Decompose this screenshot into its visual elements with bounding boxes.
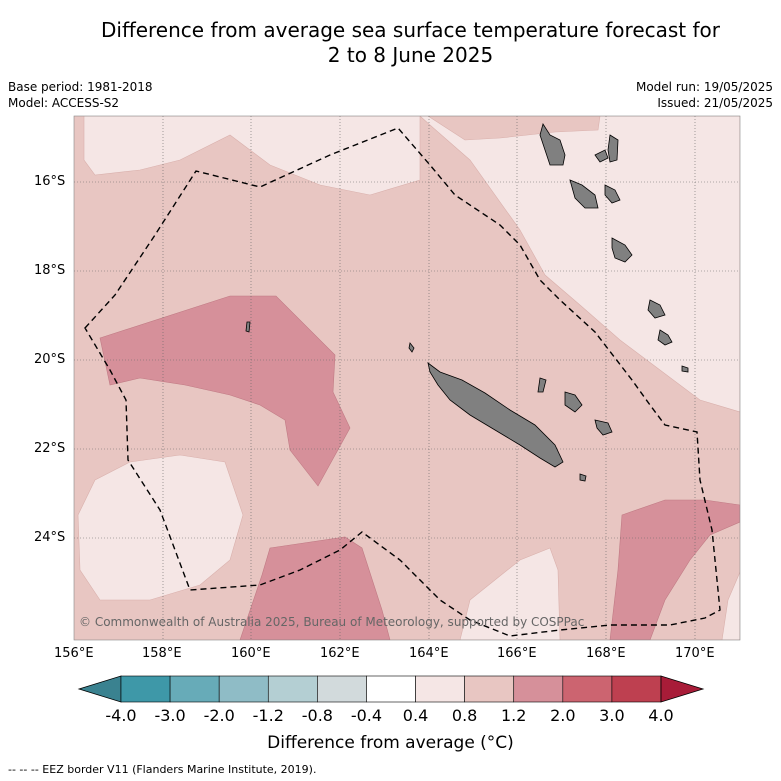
chesterfield — [245, 321, 251, 333]
loyalty-lifou — [564, 391, 583, 413]
colorbar-tick-label: 2.0 — [550, 706, 576, 725]
colorbar-tick-label: -3.0 — [154, 706, 186, 725]
lon-label-164e: 164°E — [409, 646, 449, 661]
colorbar-segment — [562, 675, 613, 703]
title-line-1: Difference from average sea surface temp… — [100, 18, 720, 42]
lon-label-166e: 166°E — [497, 646, 537, 661]
lon-label-168e: 168°E — [586, 646, 626, 661]
loyalty-mare — [594, 419, 613, 436]
lat-label-16s: 16°S — [34, 174, 66, 189]
colorbar — [77, 675, 705, 703]
colorbar-tick-label: -0.8 — [301, 706, 333, 725]
belep — [408, 342, 415, 353]
vanuatu-tanna — [657, 329, 673, 346]
eez-legend: -- -- -- EEZ border V11 (Flanders Marine… — [8, 763, 317, 776]
anomaly-region-northeast-medium — [427, 116, 601, 141]
vanuatu-maewo — [607, 134, 619, 163]
anomaly-region-south-warm — [239, 536, 391, 640]
anomaly-region-northwest-light — [83, 116, 421, 196]
vanuatu-aneityum — [681, 365, 689, 373]
colorbar-tick-label: -2.0 — [203, 706, 235, 725]
colorbar-tick-label: 0.8 — [451, 706, 478, 725]
vanuatu-santo — [539, 123, 566, 166]
base-period: Base period: 1981-2018 — [8, 80, 153, 94]
lat-label-20s: 20°S — [34, 352, 66, 367]
new-caledonia — [427, 362, 564, 468]
colorbar-under-arrow — [77, 675, 122, 703]
model-info: Base period: 1981-2018 Model: ACCESS-S2 — [8, 79, 153, 111]
model-name: Model: ACCESS-S2 — [8, 96, 120, 110]
eez-border — [84, 127, 721, 637]
colorbar-over-arrow — [660, 675, 705, 703]
isle-of-pines — [579, 473, 587, 482]
colorbar-tick-label: -1.2 — [252, 706, 284, 725]
colorbar-segment — [120, 675, 171, 703]
colorbar-segment — [317, 675, 367, 703]
colorbar-title: Difference from average (°C) — [267, 733, 514, 753]
colorbar-segment — [218, 675, 269, 703]
vanuatu-malakula — [569, 179, 599, 209]
colorbar-tick-label: 3.0 — [599, 706, 625, 725]
colorbar-tick-label: 4.0 — [648, 706, 674, 725]
title-line-2: 2 to 8 June 2025 — [327, 43, 494, 67]
vanuatu-ambrym — [604, 184, 621, 204]
anomaly-region-southeast-light — [721, 571, 740, 640]
lon-label-156e: 156°E — [54, 646, 94, 661]
vanuatu-erromango — [647, 299, 666, 319]
anomaly-region-west-warm — [99, 295, 351, 487]
lat-label-22s: 22°S — [34, 441, 66, 456]
vanuatu-efate — [611, 237, 633, 263]
anomaly-region-southwest-light — [77, 454, 244, 601]
map-frame — [73, 115, 741, 641]
colorbar-segment — [464, 675, 515, 703]
lon-label-160e: 160°E — [231, 646, 271, 661]
anomaly-region-south-light — [459, 547, 561, 640]
lat-label-24s: 24°S — [34, 530, 66, 545]
colorbar-segment — [267, 675, 318, 703]
colorbar-tick-label: -4.0 — [105, 706, 137, 725]
lon-label-158e: 158°E — [142, 646, 182, 661]
run-info: Model run: 19/05/2025 Issued: 21/05/2025 — [636, 79, 773, 111]
anomaly-region-east-warm — [609, 499, 740, 640]
land-masses — [245, 123, 689, 482]
vanuatu-pentecost — [594, 149, 609, 163]
lat-label-18s: 18°S — [34, 263, 66, 278]
copyright-notice: © Commonwealth of Australia 2025, Bureau… — [79, 615, 585, 629]
model-run: Model run: 19/05/2025 — [635, 80, 773, 94]
colorbar-segment — [366, 675, 416, 703]
colorbar-segment — [611, 675, 662, 703]
graticule — [74, 116, 740, 640]
colorbar-tick-label: 1.2 — [500, 706, 527, 725]
map-title: Difference from average sea surface temp… — [40, 18, 781, 68]
colorbar-segment — [169, 675, 220, 703]
colorbar-segment — [513, 675, 564, 703]
lon-label-170e: 170°E — [675, 646, 715, 661]
issued-date: Issued: 21/05/2025 — [657, 96, 773, 110]
colorbar-tick-label: -0.4 — [350, 706, 383, 725]
colorbar-segment — [415, 675, 465, 703]
loyalty-ouvea — [537, 377, 547, 393]
colorbar-tick-label: 0.4 — [402, 706, 429, 725]
lon-label-162e: 162°E — [320, 646, 360, 661]
